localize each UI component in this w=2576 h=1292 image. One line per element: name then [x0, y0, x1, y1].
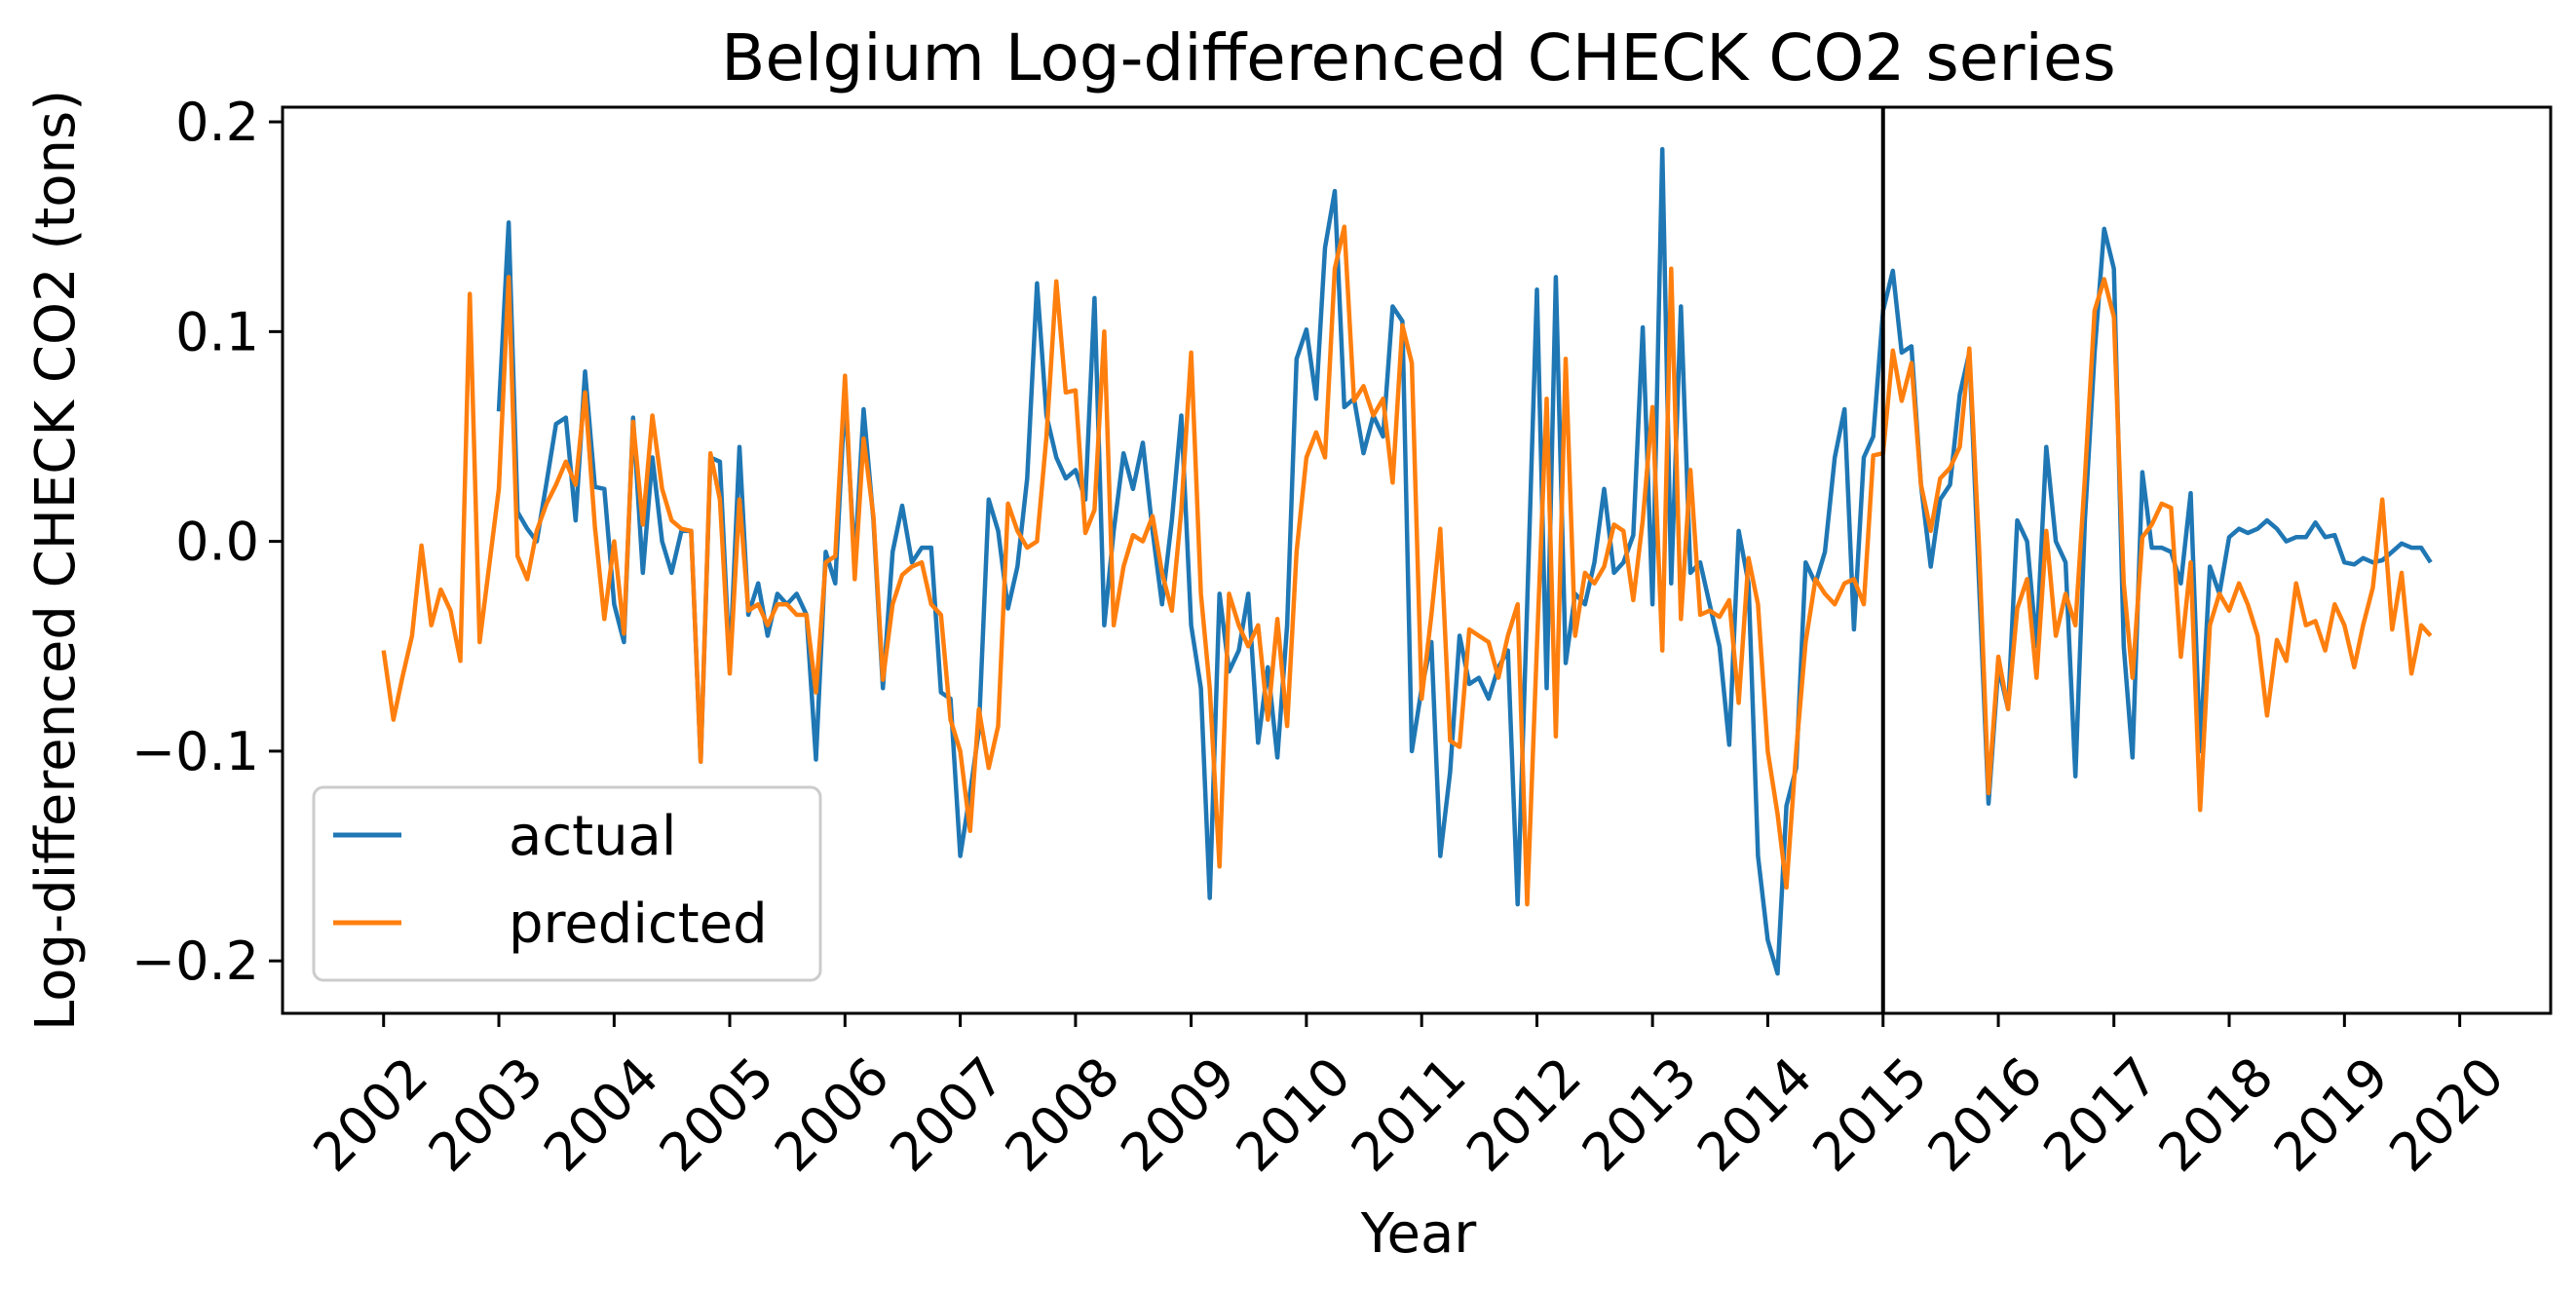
x-tick-label: 2003	[417, 1045, 555, 1184]
y-tick-label: 0.1	[175, 301, 259, 362]
x-tick-label: 2020	[2377, 1045, 2516, 1184]
plot-area	[381, 107, 2433, 1013]
y-tick-label: −0.1	[132, 721, 259, 782]
series-line-predicted	[381, 224, 2433, 907]
chart-title: Belgium Log-differenced CHECK CO2 series	[721, 20, 2116, 95]
x-tick-label: 2008	[994, 1045, 1132, 1184]
plot-frame	[281, 105, 2553, 1015]
legend-label-actual: actual	[509, 805, 676, 868]
legend-label-predicted: predicted	[509, 893, 768, 956]
x-tick-label: 2017	[2031, 1045, 2170, 1184]
x-tick-label: 2004	[532, 1045, 670, 1184]
y-tick-label: 0.2	[175, 92, 259, 153]
x-tick-label: 2007	[878, 1045, 1016, 1184]
x-tick-label: 2014	[1686, 1045, 1824, 1184]
x-tick-label: 2010	[1225, 1045, 1363, 1184]
y-axis: 0.2 0.1 0.0 −0.1 −0.2	[132, 92, 283, 992]
x-tick-label: 2012	[1455, 1045, 1593, 1184]
x-tick-label: 2011	[1340, 1045, 1478, 1184]
x-tick-label: 2006	[763, 1045, 901, 1184]
x-axis: 2002200320042005200620072008200920102011…	[301, 1013, 2516, 1184]
x-tick-label: 2009	[1109, 1045, 1247, 1184]
x-tick-label: 2018	[2147, 1045, 2286, 1184]
legend-box	[312, 785, 822, 982]
y-tick-label: −0.2	[132, 931, 259, 992]
x-tick-label: 2019	[2262, 1045, 2401, 1184]
y-tick-label: 0.0	[175, 512, 259, 573]
x-tick-label: 2002	[301, 1045, 439, 1184]
x-axis-label: Year	[1360, 1202, 1478, 1266]
x-tick-label: 2005	[648, 1045, 786, 1184]
x-tick-label: 2015	[1801, 1045, 1940, 1184]
legend: actual predicted	[312, 785, 822, 982]
x-tick-label: 2016	[1916, 1045, 2055, 1184]
y-axis-label: Log-differenced CHECK CO2 (tons)	[24, 90, 88, 1031]
x-tick-label: 2013	[1571, 1045, 1709, 1184]
